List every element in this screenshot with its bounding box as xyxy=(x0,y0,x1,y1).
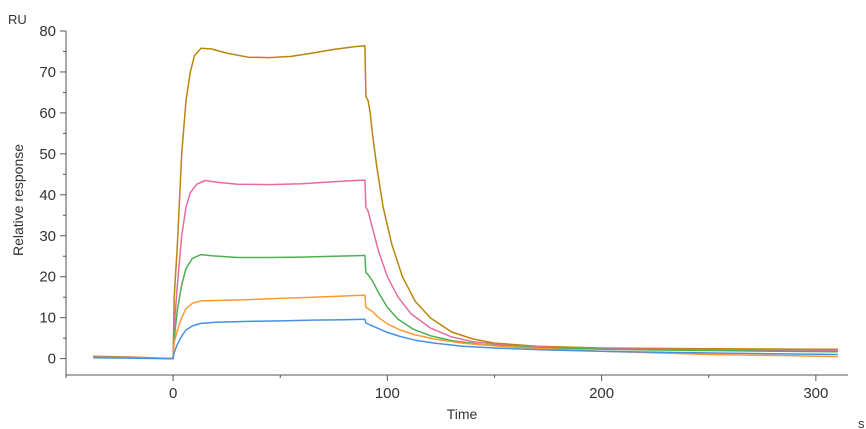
y-tick-label: 30 xyxy=(39,228,56,245)
x-tick-label: 200 xyxy=(589,385,614,402)
series-line-2 xyxy=(93,179,839,360)
y-tick-label: 50 xyxy=(39,146,56,163)
y-axis-title: Relative response xyxy=(10,144,26,256)
y-tick-label: 60 xyxy=(39,105,56,122)
y-tick-label: 20 xyxy=(39,269,56,286)
axes xyxy=(65,31,848,376)
x-unit-label: s xyxy=(858,416,865,429)
y-unit-label: RU xyxy=(8,12,27,27)
x-tick-label: 0 xyxy=(169,385,177,402)
x-axis-title: Time xyxy=(447,406,478,422)
y-tick-label: 40 xyxy=(39,187,56,204)
x-tick-label: 300 xyxy=(803,385,828,402)
series-group xyxy=(93,44,839,360)
series-line-1 xyxy=(93,44,839,360)
x-tick-label: 100 xyxy=(375,385,400,402)
y-tick-label: 0 xyxy=(48,351,56,368)
series-line-3 xyxy=(93,253,839,360)
series-line-4 xyxy=(93,294,839,360)
ticks: 0 10 20 30 40 50 60 70 80 0 100 200 300 xyxy=(39,23,828,402)
y-tick-label: 70 xyxy=(39,64,56,81)
y-tick-label: 80 xyxy=(39,23,56,40)
series-line-5 xyxy=(93,318,839,360)
y-tick-label: 10 xyxy=(39,310,56,327)
